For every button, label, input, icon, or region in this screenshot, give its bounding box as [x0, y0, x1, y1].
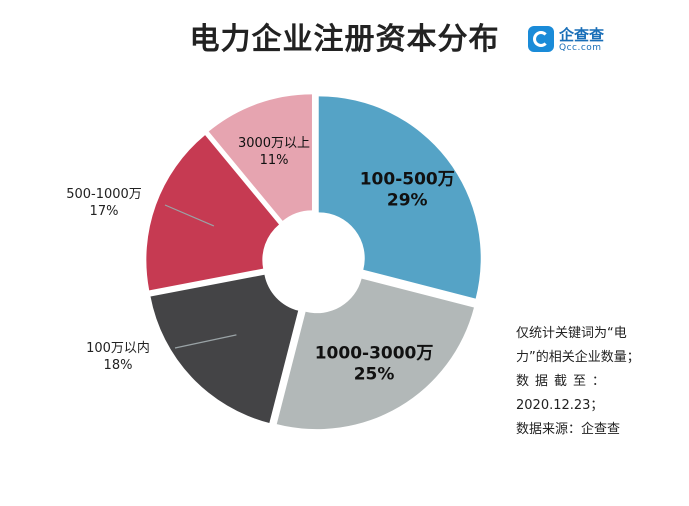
pie-slice: [150, 274, 299, 424]
slice-label: 1000-3000万: [315, 343, 434, 363]
note-line-5: 数据来源：企查查: [516, 422, 621, 437]
slice-group: [146, 135, 280, 291]
slice-percent: 25%: [354, 364, 395, 384]
slice-group: [150, 274, 299, 424]
pie-slice: [276, 278, 474, 430]
pie-slice: [318, 96, 481, 299]
slice-percent: 17%: [90, 204, 119, 219]
slice-group: 3000万以上 11%: [208, 94, 312, 221]
note-line-2: 力”的相关企业数量；: [516, 350, 640, 365]
chart-title: 电力企业注册资本分布: [189, 22, 500, 57]
pie-slice: [208, 94, 312, 221]
slice-label: 100-500万: [360, 170, 455, 190]
note-line-1: 仅统计关键词为“电: [516, 326, 627, 341]
note-line-4: 2020.12.23；: [516, 398, 604, 413]
slice-label: 100万以内: [86, 340, 150, 356]
qcc-logo: 企查查 Qcc.com: [528, 24, 618, 56]
slice-label: 500-1000万: [66, 187, 142, 202]
data-note: 仅统计关键词为“电 力”的相关企业数量； 数据截至： 2020.12.23； 数…: [516, 322, 676, 442]
leader-line: [174, 334, 237, 349]
slice-percent: 18%: [104, 358, 133, 373]
slice-percent: 29%: [387, 191, 428, 211]
slice-percent: 11%: [260, 153, 289, 168]
pie-slice: [146, 135, 280, 291]
slice-label: 3000万以上: [238, 136, 310, 151]
logo-name: 企查查: [559, 26, 605, 44]
note-line-3: 数据截至：: [516, 374, 612, 389]
logo-sub: Qcc.com: [559, 43, 602, 53]
qcc-logo-icon: [528, 26, 554, 52]
leader-line: [164, 204, 215, 227]
